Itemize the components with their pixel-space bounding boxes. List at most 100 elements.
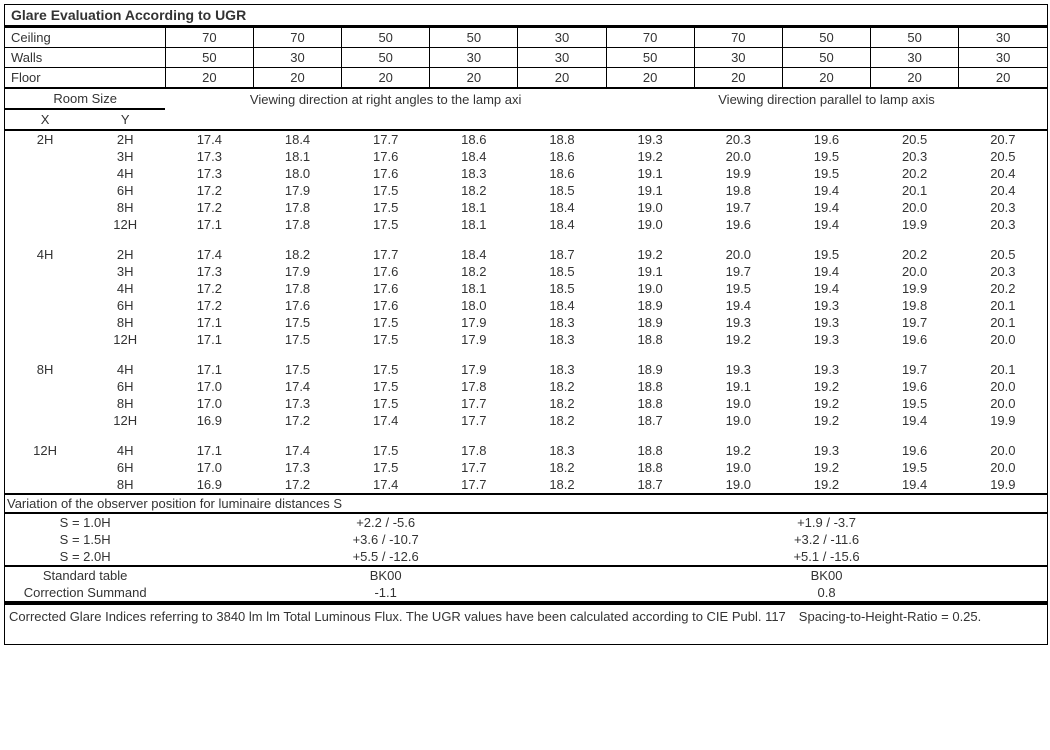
ugr-value: 18.4: [518, 216, 606, 233]
room-x: 4H: [5, 233, 85, 263]
ugr-value: 18.1: [253, 148, 341, 165]
ugr-value: 17.6: [342, 148, 430, 165]
floor-val: 20: [165, 68, 253, 89]
ugr-value: 19.5: [694, 280, 782, 297]
ugr-value: 17.4: [165, 130, 253, 148]
ugr-value: 18.8: [606, 395, 694, 412]
ugr-value: 17.6: [342, 263, 430, 280]
s-value-left: +5.5 / -12.6: [165, 548, 606, 566]
walls-val: 50: [606, 48, 694, 68]
ugr-value: 20.2: [959, 280, 1047, 297]
ugr-value: 20.1: [959, 348, 1047, 378]
ceiling-val: 70: [253, 28, 341, 48]
ugr-value: 17.5: [253, 314, 341, 331]
ugr-value: 19.0: [694, 459, 782, 476]
ugr-value: 17.1: [165, 314, 253, 331]
ugr-value: 19.4: [871, 476, 959, 494]
floor-val: 20: [606, 68, 694, 89]
ugr-value: 19.6: [871, 378, 959, 395]
standard-table-label: Standard table: [5, 566, 165, 584]
ceiling-val: 50: [430, 28, 518, 48]
room-y: 12H: [85, 216, 165, 233]
ugr-value: 17.2: [165, 182, 253, 199]
ugr-value: 19.5: [871, 459, 959, 476]
walls-val: 50: [782, 48, 870, 68]
data-row: 8H17.017.317.517.718.218.819.019.219.520…: [5, 395, 1047, 412]
ceiling-val: 30: [959, 28, 1047, 48]
ugr-value: 17.3: [253, 459, 341, 476]
floor-val: 20: [342, 68, 430, 89]
label-floor: Floor: [5, 68, 165, 89]
room-y: 4H: [85, 280, 165, 297]
ceiling-val: 30: [518, 28, 606, 48]
ugr-value: 20.5: [959, 148, 1047, 165]
s-value-right: +3.2 / -11.6: [606, 531, 1047, 548]
ugr-value: 17.3: [165, 263, 253, 280]
ugr-value: 17.5: [342, 348, 430, 378]
ugr-value: 20.0: [959, 395, 1047, 412]
ugr-value: 18.5: [518, 280, 606, 297]
s-label: S = 2.0H: [5, 548, 165, 566]
ugr-value: 18.5: [518, 182, 606, 199]
data-row: 3H17.317.917.618.218.519.119.719.420.020…: [5, 263, 1047, 280]
ugr-value: 17.3: [165, 148, 253, 165]
walls-val: 50: [165, 48, 253, 68]
data-row: 12H4H17.117.417.517.818.318.819.219.319.…: [5, 429, 1047, 459]
ugr-value: 18.9: [606, 297, 694, 314]
ugr-value: 19.0: [694, 412, 782, 429]
ugr-value: 16.9: [165, 412, 253, 429]
ugr-value: 19.7: [694, 199, 782, 216]
s-value-right: +1.9 / -3.7: [606, 513, 1047, 531]
ugr-value: 18.2: [430, 182, 518, 199]
room-x: [5, 263, 85, 280]
s-value-left: +2.2 / -5.6: [165, 513, 606, 531]
ugr-value: 18.4: [430, 148, 518, 165]
ugr-value: 17.2: [165, 280, 253, 297]
ugr-value: 19.9: [959, 412, 1047, 429]
correction-label: Correction Summand: [5, 584, 165, 602]
ugr-value: 19.3: [694, 314, 782, 331]
ugr-value: 17.9: [430, 348, 518, 378]
ugr-value: 19.9: [871, 216, 959, 233]
ugr-value: 17.2: [165, 297, 253, 314]
ugr-value: 19.6: [871, 331, 959, 348]
data-row: 2H2H17.418.417.718.618.819.320.319.620.5…: [5, 130, 1047, 148]
room-y: 4H: [85, 348, 165, 378]
ugr-value: 17.8: [253, 216, 341, 233]
floor-val: 20: [253, 68, 341, 89]
data-row: 12H17.117.517.517.918.318.819.219.319.62…: [5, 331, 1047, 348]
floor-val: 20: [518, 68, 606, 89]
ugr-value: 19.4: [871, 412, 959, 429]
room-y: 2H: [85, 233, 165, 263]
room-size-label: Room Size: [5, 88, 165, 109]
label-walls: Walls: [5, 48, 165, 68]
ugr-value: 20.1: [959, 297, 1047, 314]
ugr-value: 18.3: [518, 331, 606, 348]
data-row: 8H16.917.217.417.718.218.719.019.219.419…: [5, 476, 1047, 494]
table-title: Glare Evaluation According to UGR: [5, 5, 1047, 27]
row-ceiling: Ceiling 70 70 50 50 30 70 70 50 50 30: [5, 28, 1047, 48]
ugr-value: 19.2: [782, 395, 870, 412]
ceiling-val: 50: [871, 28, 959, 48]
ugr-value: 20.5: [871, 130, 959, 148]
ugr-value: 19.2: [694, 429, 782, 459]
ugr-value: 19.0: [606, 199, 694, 216]
ugr-value: 19.2: [694, 331, 782, 348]
ugr-value: 19.1: [606, 263, 694, 280]
row-xy-head: X Y: [5, 109, 1047, 130]
label-ceiling: Ceiling: [5, 28, 165, 48]
ugr-value: 19.8: [871, 297, 959, 314]
ugr-value: 19.3: [782, 348, 870, 378]
ugr-value: 17.6: [342, 280, 430, 297]
room-y: 8H: [85, 314, 165, 331]
ugr-value: 19.7: [871, 314, 959, 331]
std-left: BK00: [165, 566, 606, 584]
ugr-value: 19.2: [782, 412, 870, 429]
ugr-value: 18.1: [430, 216, 518, 233]
ugr-value: 17.5: [342, 182, 430, 199]
room-y: 12H: [85, 331, 165, 348]
ceiling-val: 50: [782, 28, 870, 48]
room-y: 8H: [85, 395, 165, 412]
walls-val: 30: [430, 48, 518, 68]
ugr-value: 19.4: [782, 263, 870, 280]
